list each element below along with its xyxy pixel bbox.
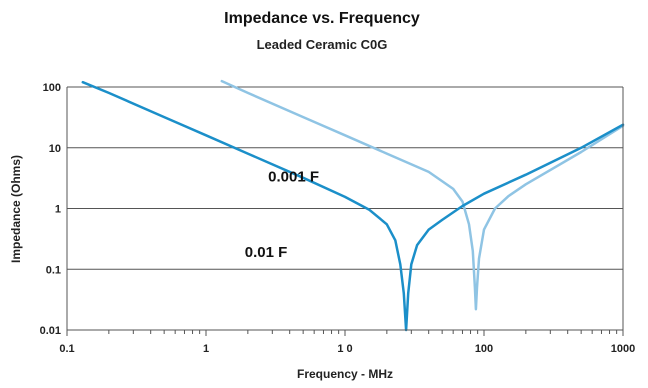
x-tick-label: 100 (475, 343, 493, 355)
series-line (81, 80, 625, 332)
series-line (220, 79, 625, 311)
x-tick-label: 1000 (611, 343, 635, 355)
y-axis-label: Impedance (Ohms) (9, 155, 23, 263)
y-tick-label: 0.1 (46, 264, 61, 276)
y-tick-label: 0.01 (40, 325, 61, 337)
y-tick-label: 1 (55, 204, 61, 216)
series-annotation: 0.01 F (245, 244, 288, 261)
x-tick-label: 1 (203, 343, 209, 355)
annotations: 0.001 F 0.01 F (245, 168, 319, 261)
x-tick-label: 0.1 (59, 343, 74, 355)
y-tick-label: 10 (49, 143, 61, 155)
y-tick-label: 100 (43, 82, 61, 94)
axes: 100 10 1 0.1 0.01 0.1 1 1 0 100 1000 (40, 82, 636, 355)
grid (67, 86, 623, 331)
x-axis-label: Frequency - MHz (297, 367, 393, 381)
series-annotation: 0.001 F (268, 168, 319, 185)
series-group (81, 79, 625, 332)
chart-title: Impedance vs. Frequency (224, 10, 420, 27)
x-tick-label: 1 0 (337, 343, 352, 355)
chart-subtitle: Leaded Ceramic C0G (257, 37, 388, 52)
